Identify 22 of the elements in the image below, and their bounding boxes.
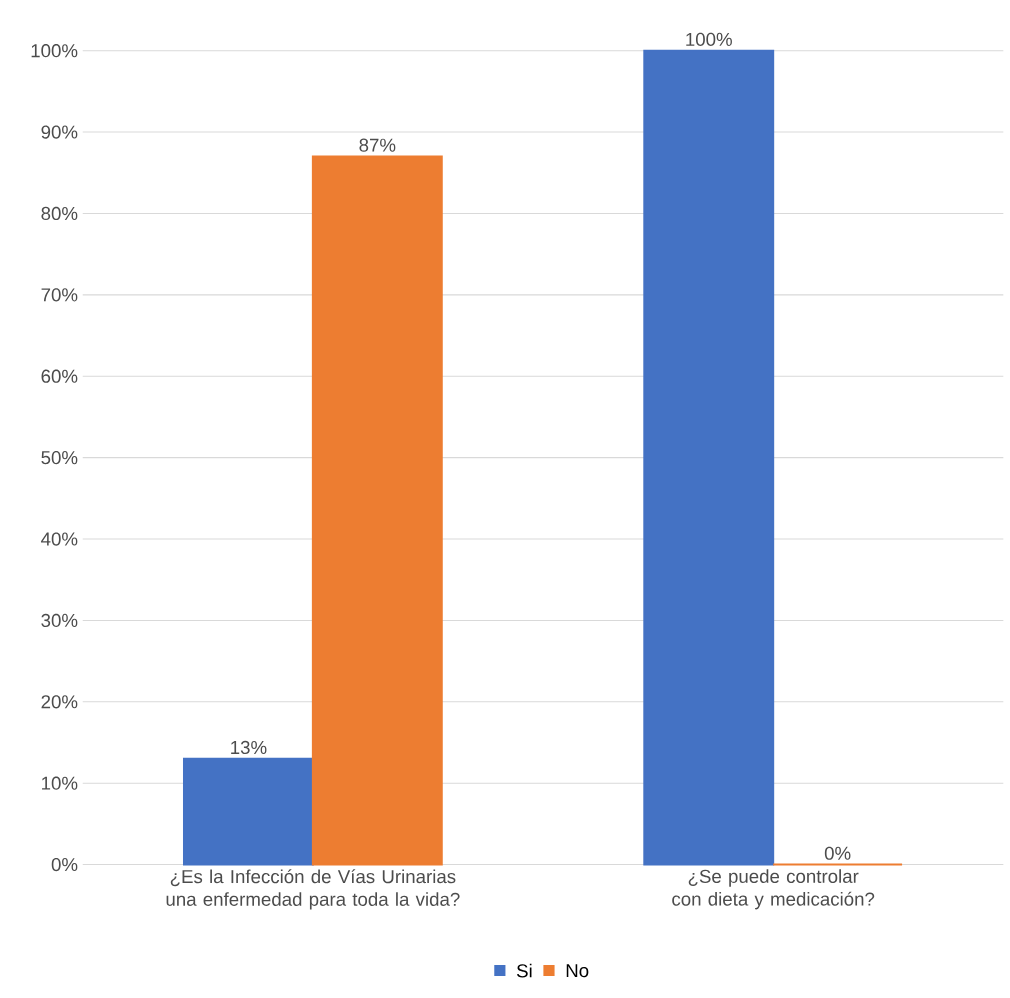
bar [182, 757, 314, 866]
bar [643, 49, 775, 866]
y-tick-label: 40% [41, 532, 78, 546]
y-tick-label: 50% [41, 451, 78, 465]
bar [311, 155, 443, 866]
x-tick-label: ¿Es la Infección de Vías Urinarias una enfermedad para toda la vida? [166, 869, 460, 910]
y-tick-label: 30% [41, 613, 78, 628]
x-tick-label: ¿Se puede controlar con dieta y medicación? [672, 869, 875, 910]
y-tick-label: 90% [41, 125, 78, 139]
y-tick-label: 20% [41, 695, 78, 709]
data-label: 100% [686, 32, 732, 46]
data-label: 13% [231, 740, 267, 755]
legend-label: No [566, 964, 589, 978]
legend-label: Si [516, 963, 532, 978]
y-tick-label: 80% [41, 206, 78, 221]
y-tick-label: 10% [42, 776, 78, 790]
y-tick-label: 100% [31, 44, 78, 58]
y-tick-label: 70% [41, 288, 78, 302]
data-label: 0% [824, 846, 851, 860]
y-tick-label: 60% [41, 369, 78, 383]
y-tick-label: 0% [51, 857, 78, 872]
data-label: 87% [359, 138, 396, 152]
